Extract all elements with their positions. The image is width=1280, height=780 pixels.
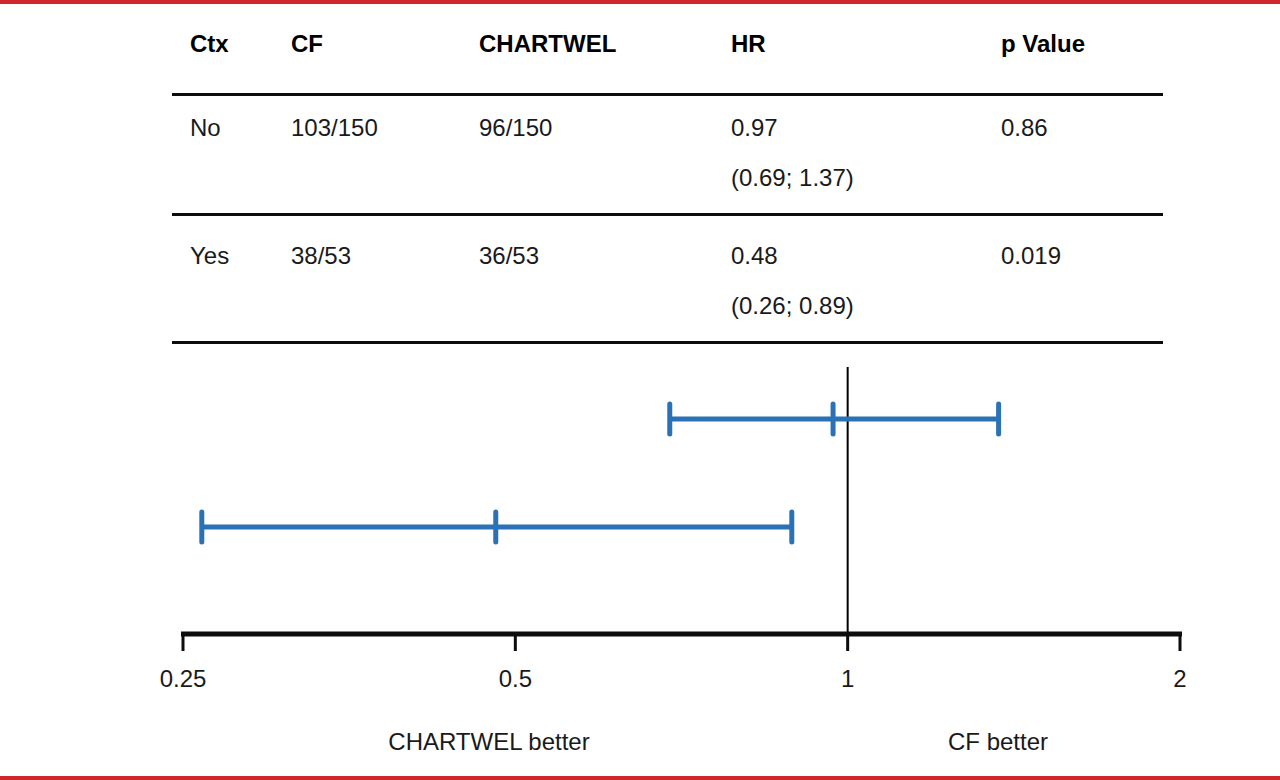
x-tick-label: 2 [1173,665,1186,692]
x-tick-label: 0.5 [499,665,532,692]
direction-label-right: CF better [948,728,1048,755]
direction-label-left: CHARTWEL better [388,728,589,755]
forest-plot: 0.25 0.5 1 2 CHARTWEL better CF better [0,0,1280,780]
x-tick-label: 1 [841,665,854,692]
x-tick-label: 0.25 [160,665,207,692]
